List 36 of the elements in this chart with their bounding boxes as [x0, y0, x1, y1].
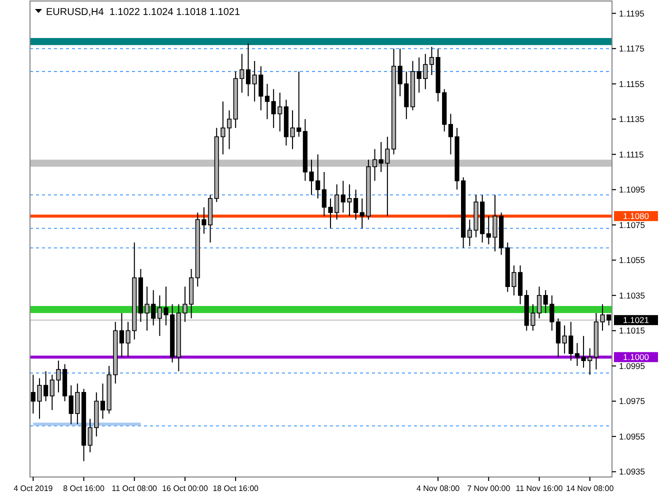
candlestick	[119, 312, 124, 358]
y-tick-label: 1.1155	[619, 78, 645, 89]
candlestick	[518, 264, 523, 305]
y-tick-label: 1.1175	[619, 44, 645, 54]
candlestick	[372, 148, 378, 182]
y-tick-label: 1.1095	[619, 184, 646, 195]
y-tick-label: 1.1135	[619, 114, 645, 124]
candlestick	[264, 83, 270, 120]
y-tick-label: 1.0955	[619, 431, 646, 442]
ref-line-label: 1.1000	[623, 352, 650, 362]
candlestick	[556, 318, 561, 358]
x-tick-label: 18 Oct 16:00	[212, 484, 260, 493]
y-tick-label: 1.1035	[619, 290, 646, 300]
y-tick-label: 1.0935	[619, 466, 646, 477]
x-tick-label: 4 Oct 2019	[14, 484, 54, 493]
y-tick-label: 1.1015	[619, 326, 646, 336]
x-tick-label: 14 Nov 08:00	[566, 484, 614, 493]
y-tick-label: 1.1055	[619, 255, 646, 266]
x-tick-label: 11 Nov 16:00	[516, 484, 564, 493]
candlestick	[536, 286, 542, 319]
candlestick	[226, 110, 232, 150]
candlestick	[100, 383, 106, 420]
x-tick-label: 7 Nov 00:00	[467, 484, 511, 493]
x-tick-label: 4 Nov 08:00	[416, 484, 460, 493]
x-tick-label: 11 Oct 08:00	[112, 484, 158, 493]
candlestick	[246, 42, 251, 97]
text: EURUSD,H4 1.1022 1.1024 1.1018 1.1021	[46, 7, 240, 18]
y-tick-label: 1.0995	[619, 360, 646, 371]
y-tick-label: 1.1195	[619, 8, 645, 18]
x-tick-label: 8 Oct 16:00	[63, 484, 105, 493]
y-tick-label: 1.0975	[619, 396, 646, 406]
ref-line-label: 1.1080	[623, 211, 650, 222]
y-tick-label: 1.1075	[619, 220, 646, 230]
ref-line-label: 1.1021	[623, 315, 650, 326]
x-tick-label: 16 Oct 00:00	[162, 484, 208, 493]
y-tick-label: 1.1115	[619, 149, 644, 160]
